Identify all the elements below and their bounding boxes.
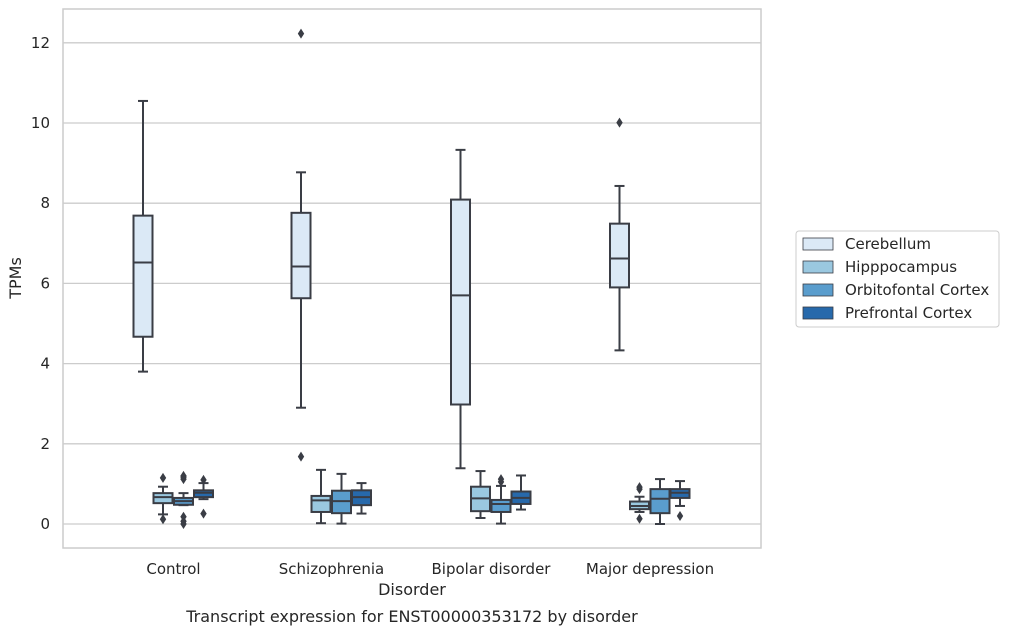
x-tick-labels: Control Schizophrenia Bipolar disorder Majo… — [146, 560, 714, 578]
box-hipppocampus — [310, 468, 332, 525]
outlier-point — [180, 470, 187, 481]
legend-swatch — [802, 283, 834, 297]
iqr-box — [290, 211, 312, 300]
outlier-point — [159, 472, 167, 483]
legend-label: Hipppocampus — [845, 258, 957, 276]
legend-swatch — [802, 237, 834, 251]
iqr-box — [649, 488, 671, 515]
box-orbitofontal-cortex — [490, 474, 512, 525]
legend-label: Prefrontal Cortex — [845, 304, 972, 322]
y-tick-label: 4 — [40, 355, 50, 373]
box-hipppocampus — [629, 482, 650, 524]
iqr-box — [490, 498, 512, 513]
legend: Cerebellum Hipppocampus Orbitofontal Corte… — [795, 230, 1000, 328]
y-tick-label: 0 — [40, 515, 50, 533]
outlier-point — [200, 508, 207, 519]
legend-label: Orbitofontal Cortex — [845, 281, 989, 299]
box-cerebellum — [290, 28, 312, 462]
x-tick-label: Bipolar disorder — [432, 560, 552, 578]
grid-lines — [63, 42, 761, 525]
box-orbitofontal-cortex — [649, 478, 671, 525]
box-hipppocampus — [152, 472, 174, 525]
legend-frame — [795, 230, 1000, 328]
y-axis-title: TPMs — [6, 257, 25, 300]
plot-frame — [62, 8, 762, 549]
legend-swatch — [802, 260, 834, 274]
box-layer — [132, 28, 691, 529]
outlier-point — [159, 514, 167, 525]
outlier-point — [297, 28, 305, 39]
iqr-box — [152, 492, 174, 505]
outlier-point — [497, 474, 505, 485]
outlier-point — [616, 117, 623, 128]
box-prefrontal-cortex — [669, 480, 691, 521]
outlier-point — [200, 474, 207, 485]
y-tick-label: 8 — [40, 194, 50, 212]
box-orbitofontal-cortex — [173, 470, 194, 529]
legend-label: Cerebellum — [845, 235, 931, 253]
iqr-box — [132, 214, 154, 338]
outlier-point — [297, 451, 305, 462]
box-prefrontal-cortex — [510, 474, 532, 511]
y-tick-label: 2 — [40, 435, 50, 453]
iqr-box — [609, 222, 630, 289]
y-tick-label: 6 — [40, 274, 50, 292]
y-tick-labels: 0 2 4 6 8 10 12 — [31, 34, 50, 533]
iqr-box — [193, 489, 214, 499]
box-cerebellum — [450, 148, 471, 470]
legend-swatch — [802, 306, 834, 320]
box-prefrontal-cortex — [351, 482, 372, 515]
chart-caption: Transcript expression for ENST0000035317… — [185, 607, 638, 626]
x-tick-label: Schizophrenia — [279, 560, 384, 578]
x-tick-label: Control — [146, 560, 200, 578]
box-hipppocampus — [470, 470, 491, 519]
box-prefrontal-cortex — [193, 474, 214, 519]
x-tick-label: Major depression — [586, 560, 714, 578]
y-tick-label: 12 — [31, 34, 50, 52]
box-orbitofontal-cortex — [331, 472, 352, 525]
y-tick-label: 10 — [31, 114, 50, 132]
x-axis-title: Disorder — [378, 580, 446, 599]
outlier-point — [180, 511, 187, 522]
outlier-point — [636, 513, 643, 524]
outlier-point — [676, 510, 684, 521]
box-cerebellum — [609, 117, 630, 352]
box-cerebellum — [132, 99, 154, 373]
outlier-point — [636, 482, 643, 493]
iqr-box — [310, 494, 332, 513]
iqr-box — [450, 198, 471, 406]
